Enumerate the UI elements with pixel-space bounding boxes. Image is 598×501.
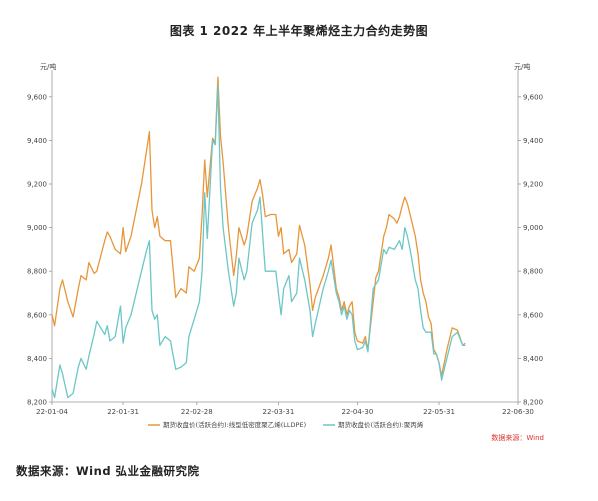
series-line-lldpe bbox=[51, 76, 466, 377]
in-chart-source: 数据来源：Wind bbox=[491, 433, 544, 442]
y-tick-label-right: 9,000 bbox=[523, 224, 543, 232]
source-note: 数据来源：Wind 弘业金融研究院 bbox=[16, 464, 200, 478]
chart-series bbox=[51, 76, 466, 399]
x-tick-label: 22-06-30 bbox=[502, 408, 534, 416]
y-unit-left: 元/吨 bbox=[40, 62, 56, 71]
x-tick-label: 22-05-31 bbox=[423, 408, 455, 416]
y-tick-label-right: 8,400 bbox=[523, 355, 543, 363]
x-tick-label: 22-04-30 bbox=[342, 408, 374, 416]
y-tick-label-left: 8,600 bbox=[27, 311, 47, 319]
chart-title: 图表 1 2022 年上半年聚烯烃主力合约走势图 bbox=[169, 24, 429, 38]
y-tick-label-left: 9,400 bbox=[27, 137, 47, 145]
chart-axes: 元/吨 元/吨 8,200 8,200 8,400 8,400 8,600 8,600 8,80… bbox=[27, 62, 543, 416]
legend-label-pp: 期货收盘价(活跃合约):聚丙烯 bbox=[338, 420, 424, 429]
y-tick-label-left: 9,600 bbox=[27, 93, 47, 101]
y-tick-label-right: 8,600 bbox=[523, 311, 543, 319]
y-tick-label-right: 9,200 bbox=[523, 181, 543, 189]
y-tick-label-right: 9,600 bbox=[523, 93, 543, 101]
chart-legend: 期货收盘价(活跃合约):线型低密度聚乙烯(LLDPE) 期货收盘价(活跃合约):聚… bbox=[148, 420, 544, 442]
y-tick-label-left: 8,200 bbox=[27, 399, 47, 407]
y-tick-label-right: 8,200 bbox=[523, 399, 543, 407]
y-tick-label-left: 9,200 bbox=[27, 181, 47, 189]
legend-label-lldpe: 期货收盘价(活跃合约):线型低密度聚乙烯(LLDPE) bbox=[163, 420, 306, 429]
y-tick-label-right: 9,400 bbox=[523, 137, 543, 145]
x-tick-label: 22-01-04 bbox=[36, 408, 68, 416]
y-tick-label-left: 9,000 bbox=[27, 224, 47, 232]
x-tick-label: 22-02-28 bbox=[181, 408, 213, 416]
series-line-pp bbox=[51, 85, 466, 399]
y-tick-label-left: 8,800 bbox=[27, 268, 47, 276]
y-tick-label-left: 8,400 bbox=[27, 355, 47, 363]
y-unit-right: 元/吨 bbox=[514, 62, 530, 71]
x-tick-label: 22-03-31 bbox=[263, 408, 295, 416]
x-tick-label: 22-01-31 bbox=[107, 408, 139, 416]
y-tick-label-right: 8,800 bbox=[523, 268, 543, 276]
